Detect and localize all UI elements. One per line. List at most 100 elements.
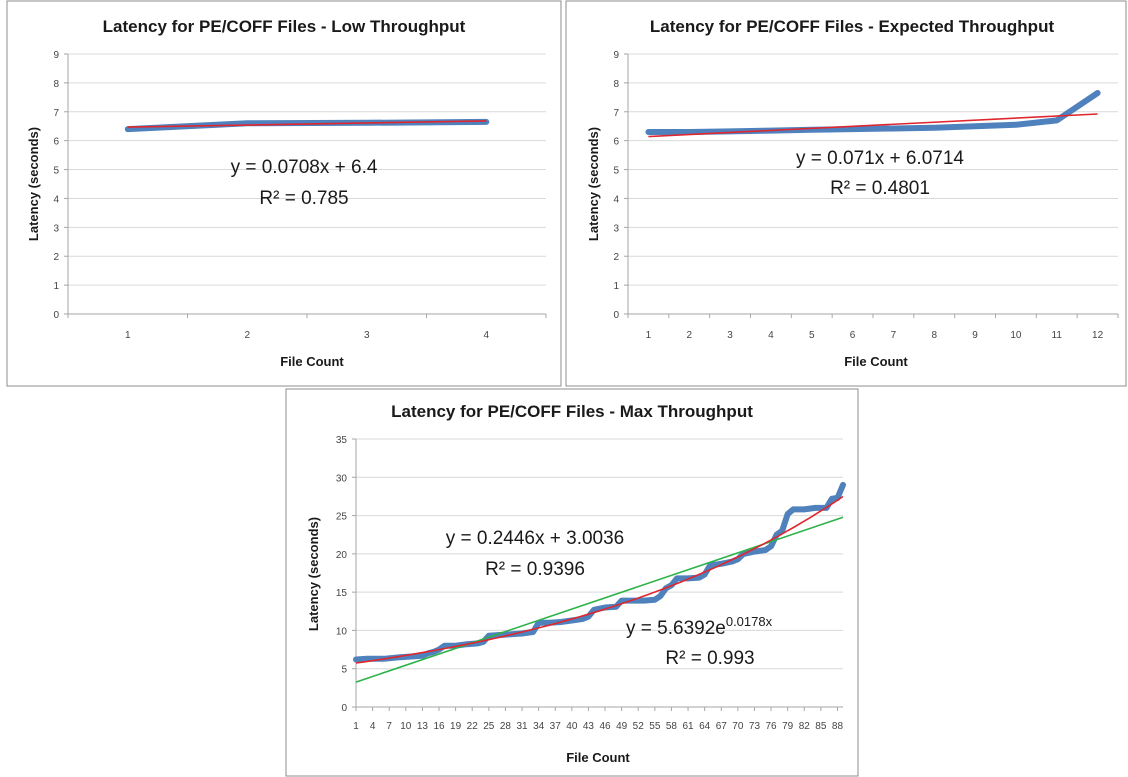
y-tick-label: 6 [613,137,619,148]
x-tick-label: 13 [417,721,429,732]
y-tick-label: 5 [53,166,59,177]
y-tick-label: 9 [613,50,619,61]
x-tick-label: 3 [364,330,370,341]
x-axis-label: File Count [566,750,630,765]
y-tick-label: 35 [336,435,348,446]
x-tick-label: 5 [809,330,815,341]
x-tick-label: 4 [370,721,376,732]
x-tick-label: 79 [782,721,794,732]
y-tick-label: 7 [53,108,59,119]
x-tick-label: 85 [815,721,827,732]
x-tick-label: 64 [699,721,711,732]
x-tick-label: 10 [1010,330,1022,341]
y-tick-label: 2 [53,252,59,263]
y-tick-label: 1 [613,281,619,292]
chart-max-throughput: Latency for PE/COFF Files - Max Throughp… [285,388,859,777]
y-tick-label: 7 [613,108,619,119]
x-tick-label: 61 [682,721,694,732]
y-tick-label: 5 [613,166,619,177]
x-tick-label: 58 [666,721,678,732]
x-tick-label: 8 [931,330,937,341]
x-tick-label: 4 [483,330,489,341]
x-tick-label: 12 [1092,330,1104,341]
x-tick-label: 19 [450,721,462,732]
y-tick-label: 4 [53,194,59,205]
x-tick-label: 46 [599,721,611,732]
x-tick-label: 22 [467,721,479,732]
y-tick-label: 15 [336,588,348,599]
r-squared-label: R² = 0.4801 [830,178,930,199]
linear-trendline [648,113,1098,138]
chart-frame [6,0,562,387]
y-tick-label: 0 [53,310,59,321]
plot-area: 0 5 10 15 20 25 30 35 1 4 7 10 13 16 19 22 25 28 31 34 37 40 4… [336,435,846,732]
chart-title: Latency for PE/COFF Files - Expected Thr… [650,17,1055,36]
x-axis-label: File Count [844,354,908,369]
x-tick-label: 1 [125,330,131,341]
x-tick-label: 28 [500,721,512,732]
x-tick-label: 43 [583,721,595,732]
x-axis-label: File Count [280,354,344,369]
x-tick-label: 82 [799,721,811,732]
x-tick-label: 49 [616,721,628,732]
y-axis-label: Latency (seconds) [26,127,41,241]
r-squared-label: R² = 0.785 [259,188,348,209]
trendline-equation: y = 0.0708x + 6.4 [231,157,378,178]
x-tick-label: 7 [891,330,897,341]
y-tick-label: 8 [53,79,59,90]
x-tick-label: 2 [686,330,692,341]
y-axis-label: Latency (seconds) [586,127,601,241]
x-tick-label: 3 [727,330,733,341]
exponential-trendline-equation: y = 5.6392e0.0178x [626,614,773,639]
y-tick-label: 9 [53,50,59,61]
linear-r-squared-label: R² = 0.9396 [485,559,585,580]
exponential-equation-exponent: 0.0178x [726,614,773,629]
x-tick-label: 10 [400,721,412,732]
exponential-trendline [355,495,844,664]
x-tick-label: 55 [649,721,661,732]
x-tick-label: 76 [765,721,777,732]
chart-frame [285,388,859,777]
y-tick-label: 4 [613,194,619,205]
x-tick-label: 9 [972,330,978,341]
x-tick-label: 16 [433,721,445,732]
y-tick-label: 1 [53,281,59,292]
plot-area: 0 1 2 3 4 5 6 7 8 9 1 2 3 4 [53,50,547,341]
x-tick-label: 88 [832,721,844,732]
y-tick-label: 5 [341,665,347,676]
x-tick-label: 11 [1052,330,1063,341]
chart-low-throughput: Latency for PE/COFF Files - Low Throughp… [6,0,562,387]
trendline-equation: y = 0.071x + 6.0714 [796,148,964,169]
x-tick-label: 70 [732,721,744,732]
x-tick-label: 52 [633,721,645,732]
y-tick-label: 25 [336,512,348,523]
x-tick-label: 40 [566,721,578,732]
y-tick-label: 0 [341,703,347,714]
y-axis-label: Latency (seconds) [306,517,321,631]
exponential-equation-base: y = 5.6392e [626,618,726,639]
chart-expected-throughput: Latency for PE/COFF Files - Expected Thr… [565,0,1127,387]
x-tick-label: 37 [550,721,562,732]
x-tick-label: 2 [244,330,250,341]
y-tick-label: 0 [613,310,619,321]
x-tick-label: 73 [749,721,761,732]
y-tick-label: 30 [336,473,348,484]
x-tick-label: 4 [768,330,774,341]
linear-trendline-equation: y = 0.2446x + 3.0036 [446,528,625,549]
x-tick-label: 31 [516,721,528,732]
x-tick-label: 1 [353,721,359,732]
y-tick-label: 8 [613,79,619,90]
y-tick-label: 2 [613,252,619,263]
y-tick-label: 3 [53,223,59,234]
x-tick-label: 25 [483,721,495,732]
y-tick-label: 6 [53,137,59,148]
data-series-line [645,90,1101,135]
y-tick-label: 3 [613,223,619,234]
x-tick-label: 6 [850,330,856,341]
exponential-r-squared-label: R² = 0.993 [665,648,754,669]
chart-frame [565,0,1127,387]
y-tick-label: 20 [336,550,348,561]
x-tick-label: 1 [646,330,652,341]
